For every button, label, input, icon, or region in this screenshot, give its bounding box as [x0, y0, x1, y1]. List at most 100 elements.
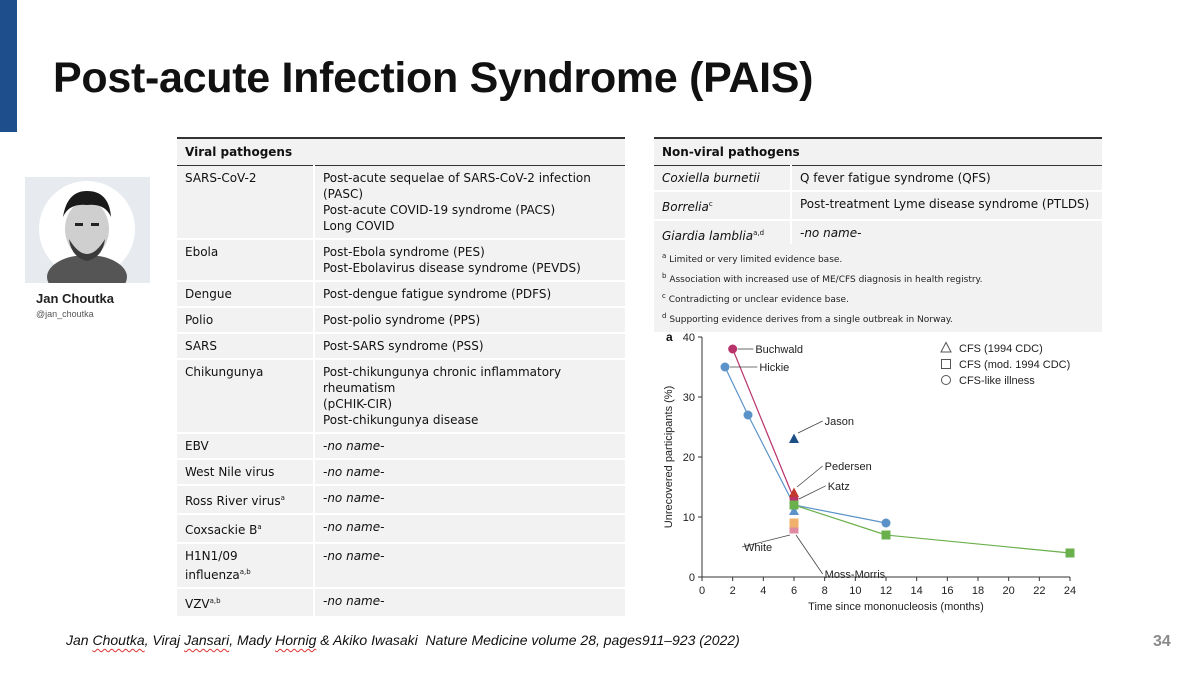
pathogen-name: SARS-CoV-2	[185, 171, 257, 185]
author-last-name: Hornig	[275, 632, 317, 648]
syndrome-name: Long COVID	[323, 219, 395, 233]
x-tick-label: 4	[760, 585, 766, 597]
presenter-name: Jan Choutka	[36, 291, 115, 306]
pathogen-cell: Ebola	[177, 239, 315, 282]
citation-journal: Nature Medicine volume 28, pages911–923 …	[417, 632, 740, 648]
leader-line	[796, 465, 823, 488]
series-label: Pedersen	[825, 461, 872, 473]
syndrome-name: Post-acute sequelae of SARS-CoV-2 infect…	[323, 171, 591, 201]
pathogen-name: West Nile virus	[185, 465, 275, 479]
footnote-mark: c	[662, 292, 666, 300]
footnote-mark: b	[662, 272, 667, 280]
table-row: Coxsackie Ba -no name-	[177, 514, 625, 544]
syndrome-name: Post-Ebolavirus disease syndrome (PEVDS)	[323, 261, 581, 275]
data-point-moss-morris	[1065, 548, 1075, 558]
pathogen-name: Coxsackie B	[185, 523, 258, 537]
pathogen-name: Ebola	[185, 245, 219, 259]
series-label: Jason	[825, 416, 854, 428]
table-row: SARS Post-SARS syndrome (PSS)	[177, 333, 625, 360]
viral-pathogens-table: Viral pathogens SARS-CoV-2 Post-acute seq…	[177, 137, 625, 618]
syndrome-cell: Post-SARS syndrome (PSS)	[314, 333, 625, 360]
syndrome-name: Post-dengue fatigue syndrome (PDFS)	[323, 287, 552, 301]
author-last-name: Choutka	[92, 632, 145, 648]
syndrome-name: -no name-	[323, 439, 385, 453]
pathogen-name: Giardia lamblia	[662, 229, 754, 243]
table-row: EBV -no name-	[177, 433, 625, 460]
footnote-mark: c	[708, 200, 713, 208]
avatar-photo	[25, 177, 150, 283]
syndrome-cell: -no name-	[314, 433, 625, 460]
table-row: VZVa,b -no name-	[177, 588, 625, 618]
table-row: H1N1/09 influenzaa,b -no name-	[177, 543, 625, 589]
data-point	[789, 505, 799, 515]
footnote-mark: a,b	[239, 568, 251, 576]
syndrome-cell: Post-treatment Lyme disease syndrome (PT…	[791, 191, 1102, 221]
series-label: White	[744, 542, 772, 554]
footnote-mark: a	[257, 523, 262, 531]
author-last-name: Iwasaki	[371, 632, 418, 648]
leader-line	[798, 485, 826, 500]
page-number: 34	[1153, 633, 1171, 650]
syndrome-cell: -no name-	[314, 459, 625, 486]
nonviral-table-header: Non-viral pathogens	[654, 137, 1102, 166]
series-label: Moss-Morris	[825, 569, 886, 581]
legend-marker	[941, 359, 951, 369]
syndrome-name: Post-SARS syndrome (PSS)	[323, 339, 484, 353]
syndrome-cell: -no name-	[314, 485, 625, 515]
footnote-mark: a,b	[209, 597, 221, 605]
author: Viraj Jansari	[152, 632, 230, 648]
table-row: West Nile virus -no name-	[177, 459, 625, 486]
pathogen-cell: Coxiella burnetii	[654, 165, 792, 192]
pathogen-name: H1N1/09 influenza	[185, 549, 240, 582]
y-tick-label: 40	[683, 332, 695, 344]
footnote-text: Limited or very limited evidence base.	[666, 255, 843, 265]
series-label: Katz	[828, 481, 850, 493]
data-point-hickie	[720, 362, 730, 372]
author: Akiko Iwasaki	[332, 632, 418, 648]
legend-label: CFS-like illness	[959, 375, 1035, 387]
pathogen-name: Polio	[185, 313, 214, 327]
pathogen-cell: VZVa,b	[177, 588, 315, 618]
syndrome-name: -no name-	[323, 491, 385, 505]
table-row: Polio Post-polio syndrome (PPS)	[177, 307, 625, 334]
series-line-moss-morris	[793, 504, 1071, 554]
x-tick-label: 14	[911, 585, 923, 597]
x-tick-label: 24	[1064, 585, 1076, 597]
accent-bar	[0, 0, 17, 132]
pathogen-name: Chikungunya	[185, 365, 264, 379]
data-point-moss-morris	[881, 530, 891, 540]
x-axis-label: Time since mononucleosis (months)	[808, 601, 984, 613]
syndrome-name: -no name-	[323, 465, 385, 479]
viral-table-body: SARS-CoV-2 Post-acute sequelae of SARS-Co…	[177, 165, 625, 618]
presenter-card: Jan Choutka @jan_choutka	[25, 177, 150, 337]
nonviral-table-body: Coxiella burnetii Q fever fatigue syndrom…	[654, 165, 1102, 249]
avatar	[25, 177, 150, 283]
table-row: Ross River virusa -no name-	[177, 485, 625, 515]
recovery-chart: 0 10 20 30 40 0 2 4 6 8 10 12 14 16 18 20 22 24 Time since…	[654, 322, 1102, 622]
legend-marker	[941, 375, 951, 385]
data-point-white	[789, 518, 799, 528]
syndrome-cell: Post-dengue fatigue syndrome (PDFS)	[314, 281, 625, 308]
x-tick-label: 22	[1033, 585, 1045, 597]
pathogen-cell: Ross River virusa	[177, 485, 315, 515]
syndrome-name: Post-acute COVID-19 syndrome (PACS)	[323, 203, 556, 217]
syndrome-name: Post-chikungunya chronic inflammatory rh…	[323, 365, 562, 395]
footnote-mark: a	[662, 252, 667, 260]
leader-line	[741, 534, 791, 548]
pathogen-cell: EBV	[177, 433, 315, 460]
data-point-hickie	[743, 410, 753, 420]
data-point-moss-morris	[789, 500, 799, 510]
table-row: Dengue Post-dengue fatigue syndrome (PDFS…	[177, 281, 625, 308]
footnote: a Limited or very limited evidence base.	[654, 248, 1102, 268]
legend-marker	[940, 341, 952, 353]
syndrome-name: -no name-	[323, 520, 385, 534]
series-label: Buchwald	[755, 344, 803, 356]
table-row: Borreliac Post-treatment Lyme disease syn…	[654, 191, 1102, 221]
data-point-jason	[789, 433, 799, 443]
x-tick-label: 6	[791, 585, 797, 597]
syndrome-cell: Q fever fatigue syndrome (QFS)	[791, 165, 1102, 192]
syndrome-cell: -no name-	[314, 514, 625, 544]
syndrome-name: Post-chikungunya disease	[323, 413, 479, 427]
panel-label: a	[666, 330, 673, 344]
footnote-text: Contradicting or unclear evidence base.	[665, 295, 849, 305]
